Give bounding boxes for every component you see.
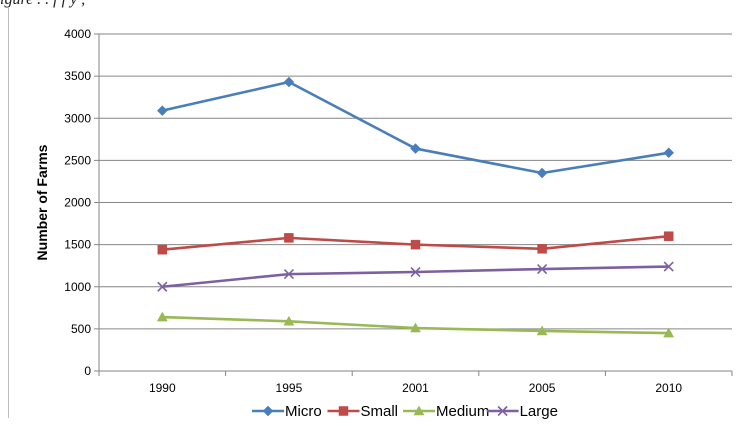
data-point-medium [283,315,295,326]
legend-label-medium: Medium [436,403,489,420]
y-tick-label: 2000 [64,196,91,210]
marker-stroke [663,261,674,272]
y-tick-label: 3500 [64,69,91,83]
y-tick-label: 1000 [64,280,91,294]
y-tick-label: 500 [71,322,91,336]
y-tick-label: 1500 [64,238,91,252]
legend-item-micro: Micro [252,403,322,420]
legend-marker-micro [262,405,274,417]
left-border-line [8,8,9,418]
series-line-large [162,265,669,289]
data-point-micro [156,105,168,117]
data-point-large [537,263,548,275]
data-point-micro [663,147,675,159]
data-point-micro [536,167,548,179]
series-lines [156,76,675,338]
data-point-small [157,244,168,255]
legend-label-small: Small [361,403,399,420]
data-point-micro [410,143,421,154]
x-tick-label: 1995 [276,381,303,395]
marker-stroke [157,281,168,292]
data-point-small [663,231,674,241]
data-point-medium [536,325,548,336]
data-point-large [283,269,294,280]
figure-caption: igure . . f f y , [0,0,747,11]
marker-stroke [537,263,548,275]
y-tick-label: 2500 [64,153,91,167]
legend-item-large: Large [486,403,558,420]
x-tick-label: 2010 [655,381,682,395]
legend-marker-large [497,405,508,417]
data-point-small [410,239,421,250]
axes [94,33,733,376]
series-large [157,261,674,292]
x-tick-labels: 1990 1995 2001 2005 2010 [149,381,682,395]
x-tick-label: 2001 [402,381,429,395]
y-tick-label: 4000 [64,27,91,41]
y-tick-labels: 0 500 1000 1500 2000 2500 3000 3500 4000 [64,27,91,378]
series-medium [156,311,675,338]
data-point-medium [663,327,675,338]
data-point-small [284,233,294,243]
legend-item-small: Small [327,403,399,420]
legend-label-large: Large [520,403,558,420]
legend-label-micro: Micro [285,403,322,420]
legend-item-medium: Medium [403,403,489,420]
y-tick-label: 0 [84,364,91,378]
x-tick-label: 2005 [529,381,556,395]
data-point-large [663,261,674,272]
legend: Micro Small Medium Large [252,403,558,420]
marker-stroke [283,269,294,280]
marker-stroke [497,405,508,417]
data-point-medium [410,322,421,333]
series-small [157,231,674,255]
x-tick-label: 1990 [149,381,176,395]
legend-marker-small [338,406,349,416]
data-point-micro [283,76,295,88]
y-axis-label: Number of Farms [34,144,50,260]
marker-stroke [410,266,421,278]
data-point-large [410,266,421,278]
series-line-micro [162,80,669,175]
series-micro [156,76,675,179]
data-point-large [157,281,168,292]
y-tick-label: 3000 [64,111,91,125]
legend-marker-medium [413,405,425,416]
data-point-medium [156,311,168,322]
data-point-small [537,244,547,254]
